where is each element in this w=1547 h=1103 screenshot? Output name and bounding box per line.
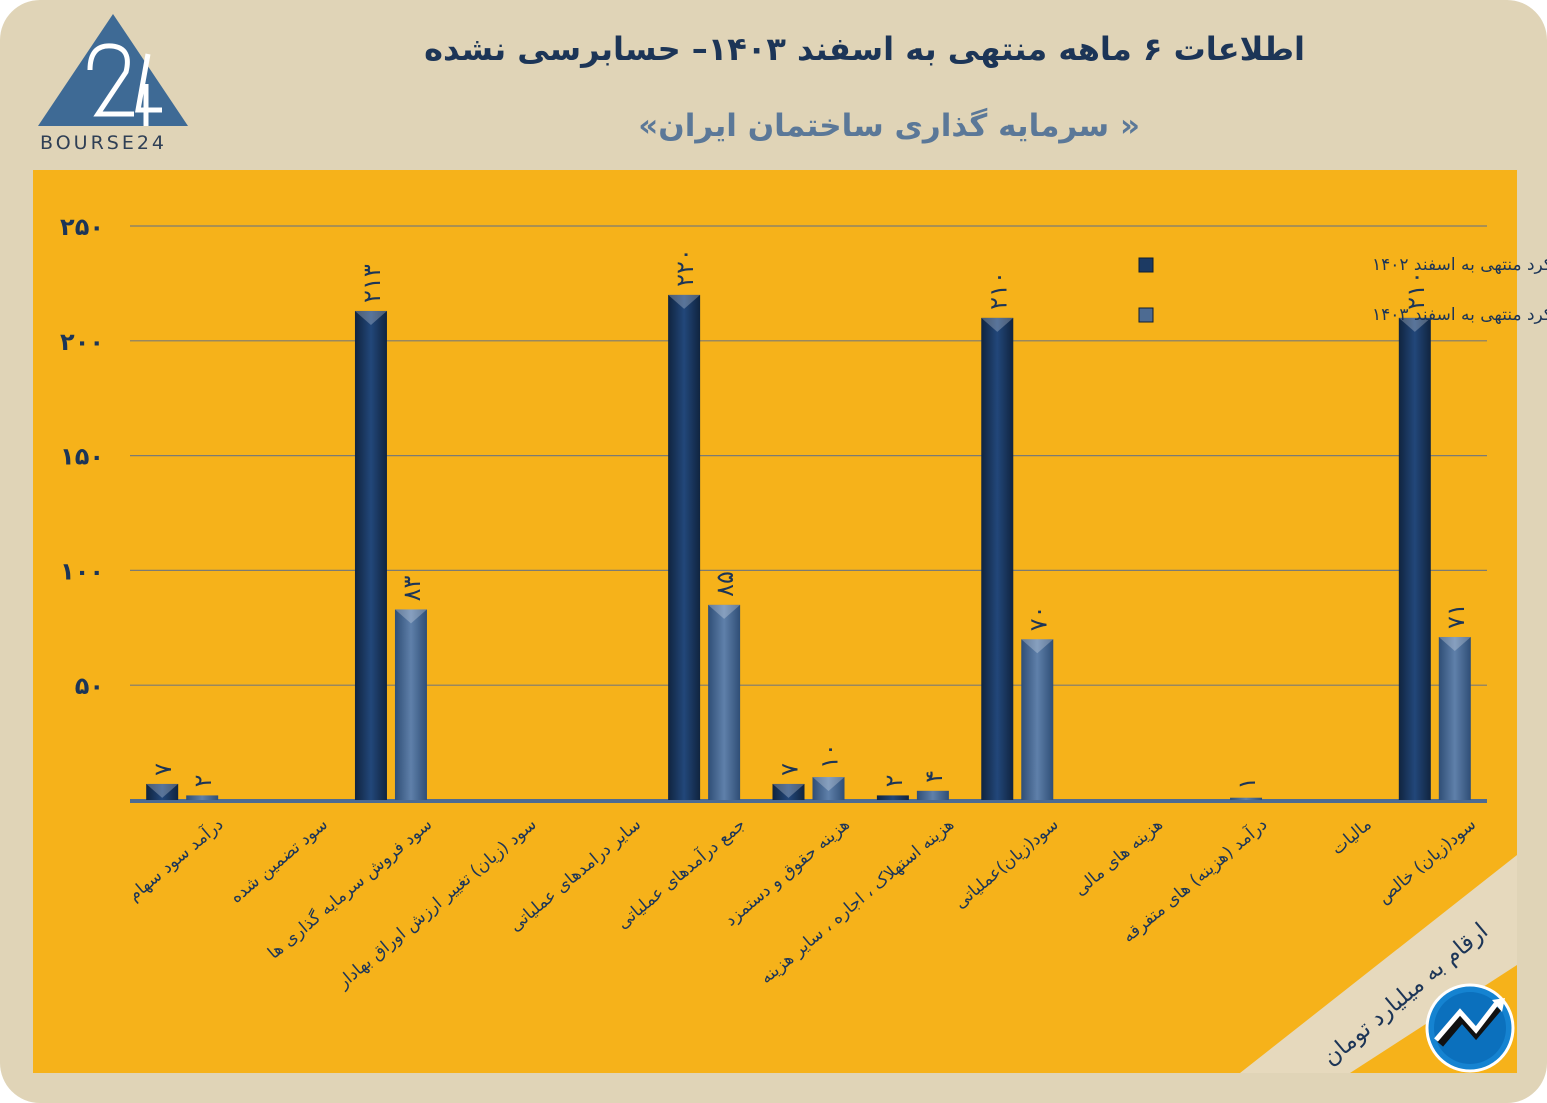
bar-value-label: ۲ [189, 775, 217, 788]
bar-value-label: ۲۱۰ [1402, 271, 1430, 310]
bar-bevel [354, 310, 387, 325]
grid-lines [130, 225, 1487, 803]
bar-1402 [1398, 317, 1431, 800]
logo-text: BOURSE24 [40, 132, 168, 154]
y-tick-label: ۱۵۰ [60, 443, 104, 471]
bar-bevel [394, 609, 427, 624]
x-tick-label: مالیات [1328, 815, 1376, 860]
bar-value-label: ۲ [880, 775, 908, 788]
legend: عملکرد منتهی به اسفند ۱۴۰۲ عملکرد منتهی ب… [1138, 255, 1547, 325]
y-tick-label: ۵۰ [75, 672, 104, 700]
bar-1403 [186, 795, 219, 800]
bar-1403 [812, 777, 845, 800]
bar-1403 [1230, 797, 1263, 800]
legend-swatch [1138, 307, 1154, 323]
bar-value-label: ۸۵ [711, 571, 739, 597]
bar-1402 [354, 310, 387, 800]
y-tick-label: ۲۵۰ [60, 213, 104, 241]
trend-arrow-badge-icon [1425, 983, 1515, 1073]
bar-1403 [394, 609, 427, 800]
bar-value-label: ۲۱۰ [984, 271, 1012, 310]
x-tick-label: سود فروش سرمایه گذاری ها [263, 814, 436, 964]
bar-1403 [1021, 639, 1054, 800]
bar-value-label: ۷ [776, 763, 804, 776]
bar-1402 [981, 317, 1014, 800]
bar-value-label: ۲۲۰ [671, 248, 699, 287]
bar-value-label: ۷۰ [1024, 605, 1052, 631]
x-tick-label: سود (زیان) تغییر ارزش اوراق بهادار [333, 815, 541, 994]
bourse24-triangle-logo [38, 14, 188, 126]
bar-bevel [668, 294, 701, 309]
y-tick-label: ۲۰۰ [60, 328, 104, 356]
bar-value-label: ۴ [920, 770, 948, 783]
plot-area-background [33, 170, 1517, 1073]
bar-bevel [772, 783, 805, 798]
bar-value-label: ۱ [1233, 777, 1261, 790]
bar-1402 [876, 795, 909, 800]
page-subtitle: « سرمایه گذاری ساختمان ایران» [638, 108, 1140, 144]
x-tick-label: سود(زیان) خالص [1374, 815, 1480, 908]
bar-bevel [812, 777, 845, 792]
bar-1402 [146, 783, 179, 800]
x-tick-label: هزینه استهلاک ، اجاره ، سایر هزینه [756, 815, 958, 989]
bar-bevel [146, 783, 179, 798]
bar-1403 [1438, 636, 1471, 800]
bar-bevel [1021, 639, 1054, 654]
bar-bevel [981, 317, 1014, 332]
page-title: اطلاعات ۶ ماهه منتهی به اسفند ۱۴۰۳– حساب… [424, 30, 1305, 68]
bar-1403 [708, 604, 741, 800]
y-tick-label: ۱۰۰ [60, 557, 104, 585]
x-tick-label: هزینه های مالی [1070, 815, 1167, 901]
bar-value-label: ۲۱۳ [358, 264, 386, 303]
bar-value-label: ۷ [149, 763, 177, 776]
bar-value-label: ۷۱ [1442, 603, 1470, 629]
bar-bevel [1438, 636, 1471, 651]
bar-bevel [1398, 317, 1431, 332]
y-axis-ticks: ۵۰ ۱۰۰ ۱۵۰ ۲۰۰ ۲۵۰ [60, 213, 104, 700]
x-tick-label: سود(زیان)عملیاتی [951, 815, 1063, 913]
bar-1402 [772, 783, 805, 800]
legend-label: عملکرد منتهی به اسفند ۱۴۰۲ [1372, 255, 1547, 275]
x-tick-label: درآمد سود سهام [123, 813, 227, 906]
x-tick-label: سود تضمین شده [226, 815, 331, 908]
legend-label: عملکرد منتهی به اسفند ۱۴۰۳ [1372, 305, 1547, 325]
bar-1402 [668, 294, 701, 800]
bar-bevel [708, 604, 741, 619]
legend-swatch [1138, 257, 1154, 273]
bar-value-label: ۸۳ [398, 576, 426, 602]
bar-1403 [916, 790, 949, 800]
bars [146, 294, 1471, 800]
bar-value-label: ۱۰ [816, 743, 844, 769]
